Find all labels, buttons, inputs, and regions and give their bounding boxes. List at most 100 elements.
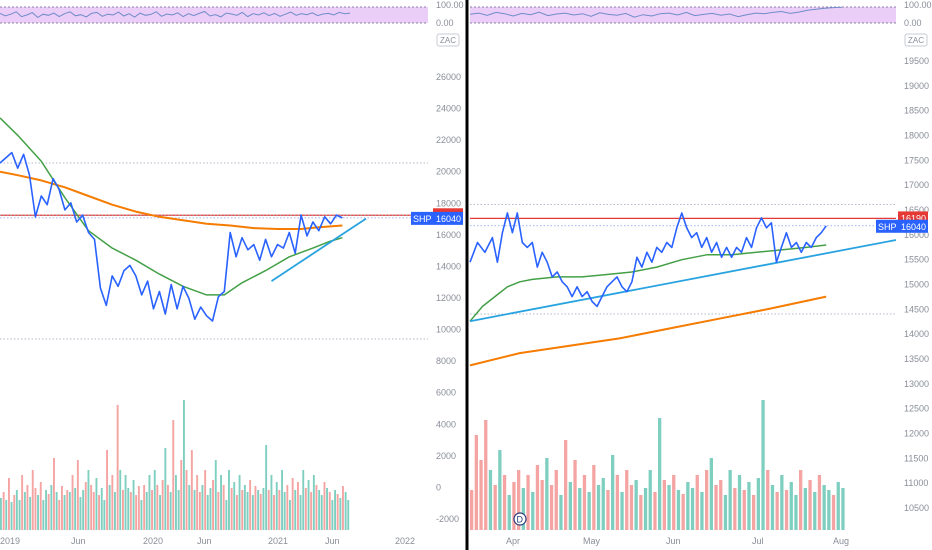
price-badge-label: SHP — [878, 222, 897, 232]
x-tick-label: 2019 — [0, 536, 20, 546]
volume-bar — [535, 465, 540, 530]
volume-bar — [161, 480, 164, 530]
x-tick-label: Jul — [752, 536, 764, 546]
volume-bar — [568, 482, 572, 530]
volume-bar — [90, 485, 93, 530]
volume-bar — [233, 482, 236, 530]
y-tick-label: 10500 — [904, 503, 929, 513]
volume-bar — [526, 475, 530, 530]
volume-bar — [662, 480, 666, 530]
volume-bar — [50, 485, 53, 530]
sma-slow-line — [0, 170, 343, 230]
volume-bar — [334, 490, 336, 530]
volume-bar — [265, 445, 268, 530]
volume-bar — [61, 486, 63, 530]
volume-bar — [540, 480, 544, 530]
volume-bar — [578, 488, 582, 530]
volume-bar — [344, 492, 347, 530]
volume-bar — [667, 485, 671, 530]
volume-bar — [328, 492, 331, 530]
y-tick-label: 19000 — [904, 81, 929, 91]
volume-bar — [39, 482, 42, 530]
volume-bar — [198, 492, 201, 530]
rsi-tick-upper: 100.00 — [904, 0, 932, 10]
volume-bar — [29, 497, 32, 530]
volume-bar — [517, 470, 521, 530]
volume-bar — [116, 405, 119, 530]
price-badge-value-bg — [898, 219, 928, 233]
volume-bar — [339, 498, 342, 530]
volume-bar — [799, 470, 803, 530]
volume-bar — [21, 475, 24, 530]
volume-bar — [2, 492, 5, 530]
volume-bar — [79, 497, 82, 530]
volume-bar — [159, 495, 161, 530]
volume-bar — [228, 470, 230, 530]
volume-bar — [294, 490, 297, 530]
volume-bar — [201, 485, 204, 530]
y-tick-label: 12000 — [904, 429, 929, 439]
volume-bar — [813, 492, 817, 530]
volume-bar — [37, 495, 39, 530]
rsi-band — [470, 7, 896, 23]
y-tick-label: 11000 — [904, 478, 928, 488]
volume-bar — [780, 475, 784, 530]
volume-bar — [5, 500, 8, 530]
volume-bar — [23, 492, 26, 530]
volume-bar — [262, 488, 265, 530]
rsi-label-frame — [436, 33, 460, 47]
volume-bar — [238, 475, 241, 530]
y-tick-label: 8000 — [436, 356, 456, 366]
rsi-tick-upper: 100.00 — [436, 0, 464, 10]
volume-bar — [8, 478, 10, 530]
volume-bar — [676, 490, 681, 530]
volume-bar — [84, 482, 87, 530]
y-tick-label: 16000 — [904, 230, 929, 240]
volume-bar — [289, 500, 291, 530]
volume-bar — [0, 498, 2, 530]
volume-bar — [559, 495, 563, 530]
y-tick-label: 10000 — [436, 325, 461, 335]
volume-bar — [183, 400, 185, 530]
volume-bar — [512, 482, 516, 530]
volume-bar — [310, 492, 313, 530]
volume-bar — [259, 494, 262, 530]
volume-bar — [836, 482, 840, 530]
volume-bar — [320, 495, 323, 530]
volume-bar — [719, 480, 723, 530]
price-badge-value: 16040 — [436, 214, 461, 224]
price-badge-label-bg — [411, 211, 433, 225]
volume-bar — [212, 480, 214, 530]
right-chart-panel[interactable]: 100.00 0.00 ZAC 19500 19000 18500 18000 17500 17… — [469, 0, 932, 546]
volume-bar — [42, 500, 45, 530]
volume-bar — [470, 490, 474, 530]
x-tick-label: 2021 — [268, 536, 288, 546]
price-badge-value-bg — [433, 211, 463, 225]
volume-bar — [643, 488, 648, 530]
y-tick-label: 17500 — [904, 155, 929, 165]
volume-bar — [172, 420, 175, 530]
volume-bar — [808, 480, 812, 530]
volume-bar — [770, 485, 775, 530]
y-tick-label: 13000 — [904, 379, 929, 389]
volume-bar — [278, 490, 281, 530]
left-chart-panel[interactable]: 100.000.00ZAC260002400022000200001800016… — [0, 0, 464, 546]
volume-bar — [153, 470, 156, 530]
volume-bar — [502, 475, 507, 530]
volume-bar — [169, 492, 172, 530]
volume-bar — [119, 470, 122, 530]
volume-bar — [246, 492, 249, 530]
volume-bar — [124, 475, 127, 530]
volume-bar — [841, 488, 845, 530]
volume-bar — [582, 475, 587, 530]
volume-bar — [634, 480, 638, 530]
volume-bar — [299, 495, 302, 530]
rsi-tick-lower: 0.00 — [436, 18, 454, 28]
volume-bar — [217, 492, 220, 530]
volume-bar — [304, 488, 307, 530]
rsi-label: ZAC — [440, 36, 456, 45]
trendline — [271, 217, 367, 282]
volume-bar — [312, 475, 315, 530]
volume-bar — [756, 478, 760, 530]
volume-bar — [13, 495, 16, 530]
